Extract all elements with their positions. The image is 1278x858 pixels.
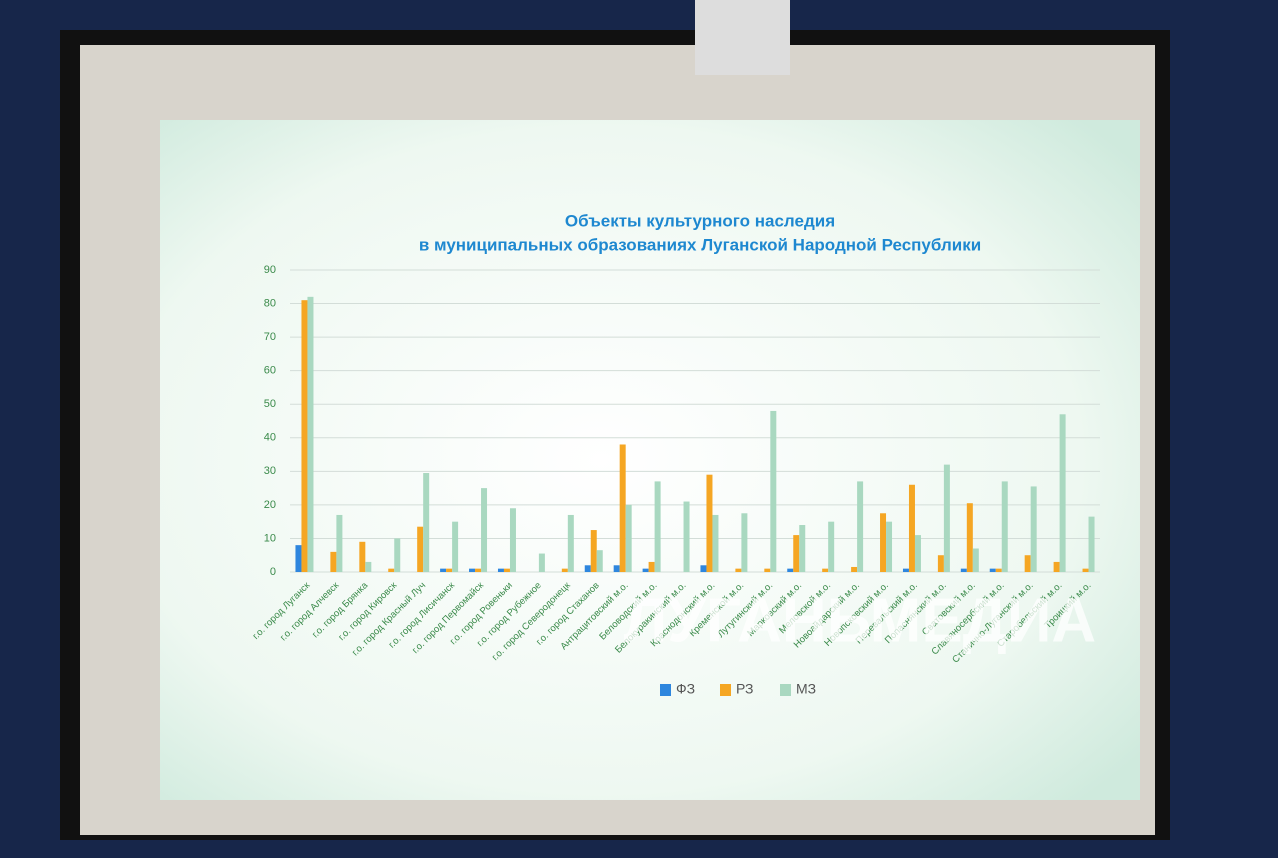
bar [683,501,690,572]
bar [799,525,806,572]
bar [857,481,864,572]
bar [359,541,366,572]
y-tick-label: 90 [264,264,276,276]
bar [1024,555,1031,572]
bar [446,568,453,572]
bar [960,568,967,572]
bar [590,530,597,572]
bar [1030,486,1037,572]
bar [914,535,921,572]
legend-swatch [720,684,731,696]
bar [735,568,742,572]
bar [423,473,430,572]
bar [295,545,302,572]
projector-mount [695,0,790,75]
bar [394,538,401,572]
y-tick-label: 40 [264,432,276,444]
bar [625,504,632,572]
bar [700,565,707,572]
bar [943,464,950,572]
bar [787,568,794,572]
bar [989,568,996,572]
y-tick-label: 80 [264,297,276,309]
bar [1053,561,1060,572]
bar [828,521,835,572]
watermark: ЛУГАНЬМЕДИА [624,586,1096,655]
bar [584,565,591,572]
bar [902,568,909,572]
bar [642,568,649,572]
bar [619,444,626,572]
y-tick-label: 10 [264,532,276,544]
bar [851,566,858,572]
bar [1082,568,1089,572]
legend-swatch [780,684,791,696]
y-tick-label: 20 [264,499,276,511]
bar [469,568,476,572]
y-tick-label: 70 [264,331,276,343]
bar [388,568,395,572]
legend-label: ФЗ [676,681,695,697]
bar [503,568,510,572]
bar [741,513,748,572]
bar [793,535,800,572]
bar [481,488,488,572]
bar [613,565,620,572]
bar [764,568,771,572]
bar [654,481,661,572]
chart-title: Объекты культурного наследия [565,211,835,230]
y-tick-label: 50 [264,398,276,410]
bar [908,484,915,572]
bar [440,568,447,572]
bar [1059,414,1066,572]
bar [966,503,973,572]
chart-subtitle: в муниципальных образованиях Луганской Н… [419,235,981,254]
bar [567,514,574,572]
bar [706,474,713,572]
bar [452,521,459,572]
bar [995,568,1002,572]
bar [1088,516,1095,572]
bar [972,548,979,572]
bar [509,508,516,572]
bar [880,513,887,572]
bar [886,521,893,572]
bar [336,514,343,572]
bar [596,550,603,572]
bar [712,514,719,572]
bar [475,568,482,572]
legend-label: РЗ [736,681,754,697]
y-tick-label: 30 [264,465,276,477]
bar [497,568,504,572]
legend-label: МЗ [796,681,816,697]
bar [301,300,308,572]
bar [307,296,314,572]
bar [770,410,777,572]
bar [417,526,424,572]
projection [160,120,1140,800]
bar [538,553,545,572]
bar [1001,481,1008,572]
bar [937,555,944,572]
bar [330,551,337,572]
bar [561,568,568,572]
bar [822,568,829,572]
bar [648,561,655,572]
legend-swatch [660,684,671,696]
y-tick-label: 60 [264,365,276,377]
bar [365,561,372,572]
y-tick-label: 0 [270,566,276,578]
